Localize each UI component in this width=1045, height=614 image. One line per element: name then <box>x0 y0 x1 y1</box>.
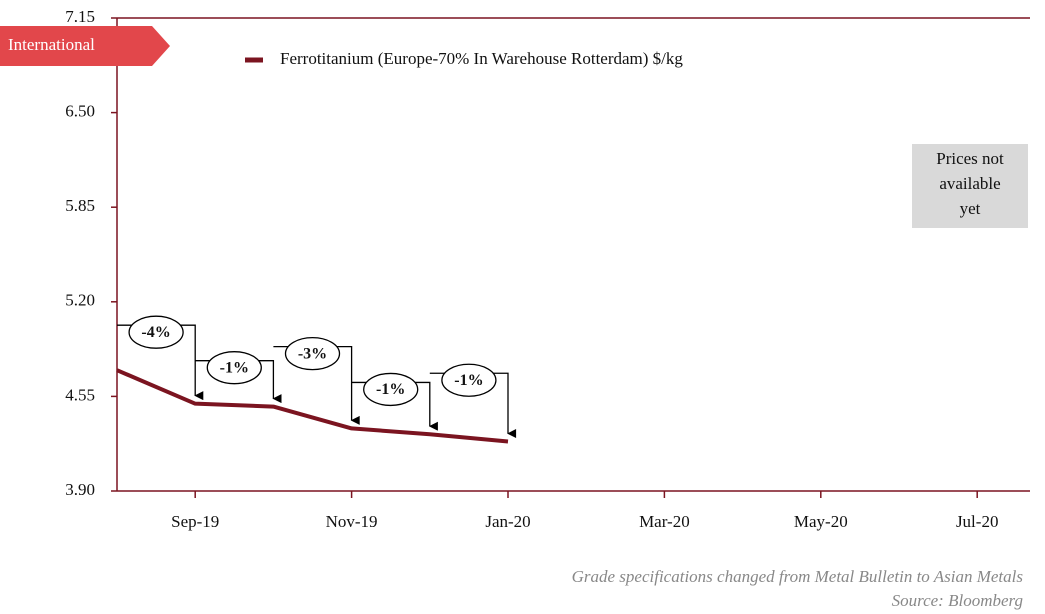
y-tick-label: 5.85 <box>65 196 95 215</box>
x-tick-label: Nov-19 <box>326 512 378 531</box>
annotation-bubble <box>128 315 184 349</box>
annotation-bubble <box>363 372 419 407</box>
series-line <box>116 368 509 444</box>
y-tick-label: 6.50 <box>65 102 95 121</box>
y-tick-label: 3.90 <box>65 480 95 499</box>
annotation-label: -1% <box>220 359 249 376</box>
annotation-bubble <box>284 336 341 371</box>
note-box <box>912 144 1028 228</box>
badge-label: International <box>8 35 95 54</box>
y-tick-label: 4.55 <box>65 385 95 404</box>
note-line: Prices not <box>936 149 1004 168</box>
note-line: available <box>939 174 1000 193</box>
annotation-bubble <box>206 351 262 385</box>
footnote: Source: Bloomberg <box>892 591 1023 610</box>
x-tick-label: Mar-20 <box>639 512 690 531</box>
annotation-label: -1% <box>454 372 483 389</box>
x-tick-label: May-20 <box>794 512 848 531</box>
annotation-bubble <box>441 363 497 397</box>
annotation-label: -4% <box>141 324 170 341</box>
footnote: Grade specifications changed from Metal … <box>572 567 1024 586</box>
x-tick-label: Sep-19 <box>171 512 219 531</box>
x-tick-label: Jul-20 <box>956 512 999 531</box>
annotation-label: -1% <box>376 381 405 398</box>
badge <box>0 26 170 66</box>
y-tick-label: 5.20 <box>65 291 95 310</box>
note-line: yet <box>960 199 981 218</box>
y-tick-label: 7.15 <box>65 7 95 26</box>
legend-label: Ferrotitanium (Europe-70% In Warehouse R… <box>280 49 683 68</box>
annotation-label: -3% <box>298 345 327 362</box>
x-tick-label: Jan-20 <box>485 512 530 531</box>
